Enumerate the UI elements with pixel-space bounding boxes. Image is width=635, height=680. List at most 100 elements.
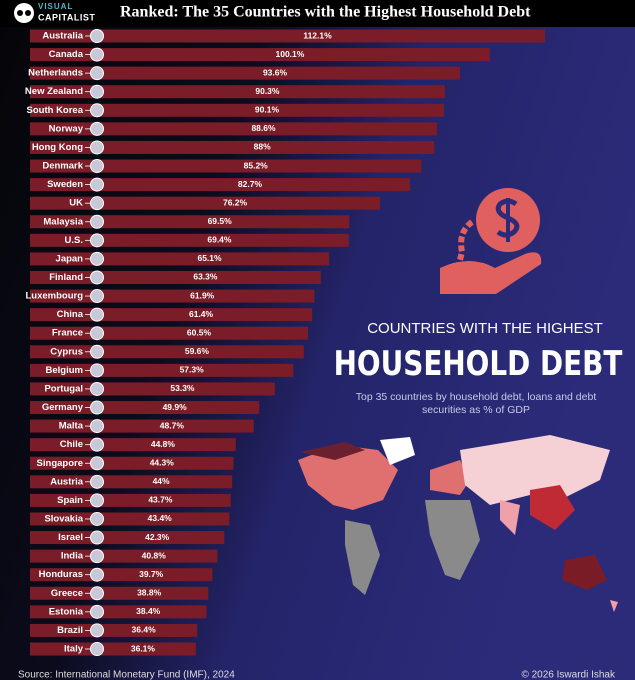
value-label: 60.5% [187, 327, 212, 337]
category-label: Brazil [57, 625, 83, 636]
bar [30, 215, 350, 229]
value-label: 44% [153, 476, 170, 486]
category-label: Netherlands [28, 68, 83, 79]
category-label: Cyprus [50, 346, 83, 357]
bar [30, 85, 445, 99]
flag [90, 159, 104, 174]
flag [90, 549, 104, 564]
bar [30, 48, 490, 62]
category-label: Canada [49, 49, 84, 60]
flag [90, 289, 104, 304]
category-label: Japan [56, 253, 84, 264]
category-label: Norway [49, 123, 84, 134]
flag [90, 307, 104, 322]
category-label: Estonia [49, 606, 84, 617]
value-label: 49.9% [163, 402, 188, 412]
value-label: 93.6% [263, 67, 288, 77]
value-label: 38.4% [136, 606, 161, 616]
value-label: 44.3% [150, 457, 175, 467]
flag [90, 270, 104, 285]
category-label: Spain [57, 495, 83, 506]
category-label: France [52, 328, 83, 339]
category-label: Sweden [47, 179, 83, 190]
logo-eye [17, 10, 23, 16]
flag [90, 29, 104, 43]
bar [30, 419, 254, 433]
panel-subtitle: Top 35 countries by household debt, loan… [356, 391, 597, 403]
value-label: 40.8% [142, 550, 167, 560]
bar [30, 140, 435, 154]
brand-bottom: CAPITALIST [38, 12, 95, 22]
bar [30, 252, 330, 266]
value-label: 85.2% [244, 160, 269, 170]
bar [30, 122, 438, 136]
bar [30, 512, 230, 526]
flag [90, 233, 104, 248]
value-label: 90.1% [255, 105, 280, 115]
logo-eye [25, 10, 31, 16]
flag [90, 604, 104, 619]
value-label: 76.2% [223, 197, 248, 207]
category-label: Belgium [46, 365, 83, 376]
bar [30, 438, 236, 452]
bar [30, 159, 422, 173]
bar [30, 493, 231, 507]
category-label: Singapore [37, 458, 83, 469]
bar [30, 642, 196, 656]
category-label: South Korea [27, 105, 84, 116]
logo-mark [14, 3, 34, 23]
value-label: 44.8% [151, 439, 176, 449]
value-label: 57.3% [180, 365, 205, 375]
flag [90, 47, 104, 62]
category-label: Malta [59, 421, 84, 432]
bar [30, 605, 207, 619]
flag [90, 586, 104, 601]
value-label: 88% [254, 142, 271, 152]
brand-top: VISUAL [38, 2, 73, 11]
bar [30, 178, 410, 192]
world-map [298, 435, 618, 612]
debt-icon [440, 188, 542, 294]
bar [30, 568, 213, 582]
value-label: 42.3% [145, 532, 170, 542]
flag [90, 474, 104, 489]
flag [90, 363, 104, 378]
value-label: 36.1% [131, 643, 156, 653]
value-label: 61.9% [190, 290, 215, 300]
bar [30, 475, 233, 489]
value-label: 43.4% [148, 513, 173, 523]
value-label: 69.5% [208, 216, 233, 226]
flag [90, 567, 104, 582]
flag [90, 344, 104, 359]
panel-subtitle: securities as % of GDP [422, 404, 530, 416]
flag [90, 251, 104, 266]
category-label: Israel [58, 532, 83, 543]
value-label: 48.7% [160, 420, 185, 430]
value-label: 100.1% [276, 49, 305, 59]
flag [90, 103, 104, 118]
category-label: Greece [51, 588, 83, 599]
source: Source: International Monetary Fund (IMF… [18, 670, 235, 680]
value-label: 112.1% [303, 30, 332, 40]
bar [30, 29, 545, 43]
value-label: 43.7% [148, 495, 173, 505]
bar [30, 586, 209, 600]
flag [90, 140, 104, 155]
flag [90, 642, 104, 656]
category-label: Luxembourg [25, 291, 83, 302]
category-label: Austria [50, 476, 83, 487]
bar [30, 549, 218, 563]
flag [90, 623, 104, 638]
category-label: Germany [42, 402, 84, 413]
flag [90, 326, 104, 341]
bar [30, 233, 349, 247]
category-label: Portugal [44, 383, 83, 394]
chart-title: Ranked: The 35 Countries with the Highes… [120, 4, 531, 21]
value-label: 63.3% [193, 272, 218, 282]
category-label: Denmark [42, 161, 83, 172]
value-label: 61.4% [189, 309, 214, 319]
category-label: U.S. [65, 235, 83, 246]
category-label: Malaysia [43, 216, 83, 227]
category-label: UK [69, 198, 83, 209]
